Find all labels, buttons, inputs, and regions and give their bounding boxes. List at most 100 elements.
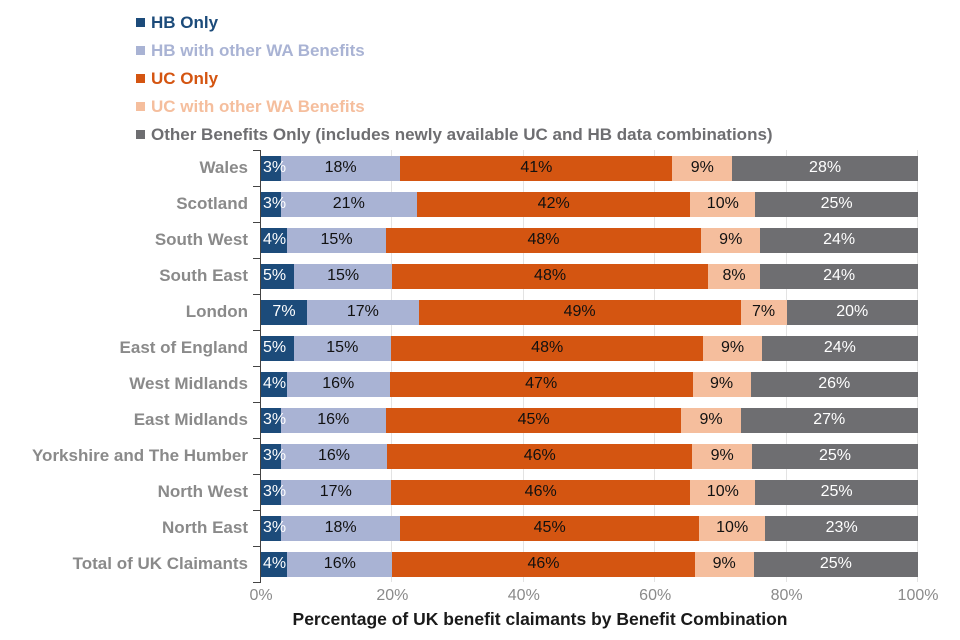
segment-value-label: 3% xyxy=(263,411,287,428)
segment-value-label: 8% xyxy=(722,267,746,284)
category-label: South West xyxy=(154,230,248,249)
bar-segment: 5% xyxy=(261,335,294,361)
axis-tick-mark xyxy=(253,294,261,295)
bar-segment: 25% xyxy=(755,191,918,217)
bar-segment: 47% xyxy=(389,371,693,397)
bar-segment: 3% xyxy=(261,191,286,217)
bar-segment: 48% xyxy=(391,335,704,361)
bar-segment: 24% xyxy=(760,227,918,253)
axis-tick-mark xyxy=(253,474,261,475)
bar-row: 7% 17% 49% 7% 20% xyxy=(261,299,918,325)
bar-segment: 15% xyxy=(293,335,392,361)
bar-segment: 25% xyxy=(753,551,918,577)
legend-item: UC with other WA Benefits xyxy=(136,92,773,120)
segment-value-label: 15% xyxy=(326,339,359,356)
bar-segment: 15% xyxy=(287,227,386,253)
legend: HB Only HB with other WA Benefits UC Only U… xyxy=(136,8,773,148)
bar-segment: 5% xyxy=(261,263,294,289)
segment-value-label: 23% xyxy=(825,519,858,536)
segment-value-label: 16% xyxy=(317,447,350,464)
x-tick-label: 80% xyxy=(770,587,803,604)
bar-segment: 48% xyxy=(385,227,702,253)
segment-value-label: 4% xyxy=(263,555,287,572)
category-label: North East xyxy=(162,518,248,537)
bar-row: 5% 15% 48% 9% 24% xyxy=(261,335,918,361)
segment-value-label: 9% xyxy=(719,231,743,248)
segment-value-label: 27% xyxy=(813,411,846,428)
x-axis-ticks: 0% 20% 40% 60% 80% 100% xyxy=(0,588,960,606)
category-label: North West xyxy=(157,482,248,501)
bar-segment: 18% xyxy=(280,155,401,181)
axis-tick-mark xyxy=(253,150,261,151)
bar-segment: 46% xyxy=(391,479,691,505)
bar-segment: 9% xyxy=(694,551,754,577)
x-tick-label: 100% xyxy=(897,587,939,604)
bar-segment: 18% xyxy=(280,515,401,541)
segment-value-label: 25% xyxy=(819,447,852,464)
segment-value-label: 5% xyxy=(263,339,287,356)
bar-segment: 3% xyxy=(261,515,286,541)
bar-segment: 16% xyxy=(286,371,390,397)
bar-segment: 49% xyxy=(418,299,741,325)
axis-tick-mark xyxy=(253,582,261,583)
bar-segment: 9% xyxy=(672,155,733,181)
segment-value-label: 28% xyxy=(809,159,842,176)
bar-segment: 4% xyxy=(261,551,288,577)
category-label: Total of UK Claimants xyxy=(72,554,248,573)
gridline xyxy=(654,150,656,582)
segment-value-label: 45% xyxy=(517,411,550,428)
axis-tick-mark xyxy=(253,366,261,367)
segment-value-label: 42% xyxy=(537,195,570,212)
legend-label: UC Only xyxy=(151,68,219,88)
x-tick-label: 60% xyxy=(639,587,672,604)
segment-value-label: 10% xyxy=(706,195,739,212)
segment-value-label: 46% xyxy=(524,483,557,500)
bar-segment: 9% xyxy=(681,407,741,433)
segment-value-label: 4% xyxy=(263,375,287,392)
bar-segment: 45% xyxy=(400,515,699,541)
legend-swatch-icon xyxy=(136,73,145,83)
segment-value-label: 3% xyxy=(263,447,287,464)
legend-label: HB with other WA Benefits xyxy=(151,40,365,60)
bar-segment: 46% xyxy=(392,551,695,577)
bar-row: 3% 16% 45% 9% 27% xyxy=(261,407,918,433)
x-axis-title: Percentage of UK benefit claimants by Be… xyxy=(292,609,788,629)
gridline xyxy=(522,150,524,582)
bar-segment: 16% xyxy=(280,407,386,433)
bar-segment: 4% xyxy=(261,227,288,253)
gridline xyxy=(917,150,918,582)
segment-value-label: 47% xyxy=(525,375,558,392)
legend-swatch-icon xyxy=(136,45,145,55)
segment-value-label: 9% xyxy=(709,375,734,392)
bar-segment: 3% xyxy=(261,155,286,181)
bar-segment: 25% xyxy=(752,443,918,469)
legend-label: Other Benefits Only (includes newly avai… xyxy=(151,124,773,144)
bar-segment: 26% xyxy=(750,371,918,397)
bar-row: 3% 18% 41% 9% 28% xyxy=(261,155,918,181)
category-label: Yorkshire and The Humber xyxy=(31,446,248,465)
axis-tick-mark xyxy=(253,438,261,439)
segment-value-label: 49% xyxy=(563,303,596,320)
segment-value-label: 24% xyxy=(823,231,856,248)
category-label: Scotland xyxy=(176,194,248,213)
gridline xyxy=(391,150,393,582)
bar-segment: 10% xyxy=(690,191,756,217)
segment-value-label: 3% xyxy=(263,483,287,500)
legend-swatch-icon xyxy=(136,17,145,27)
legend-item: HB Only xyxy=(136,8,773,36)
bar-segment: 21% xyxy=(280,191,418,217)
gridline xyxy=(785,150,787,582)
bar-segment: 17% xyxy=(306,299,419,325)
segment-value-label: 17% xyxy=(319,483,352,500)
bar-segment: 10% xyxy=(690,479,756,505)
bar-segment: 42% xyxy=(417,191,691,217)
legend-item: Other Benefits Only (includes newly avai… xyxy=(136,120,773,148)
legend-swatch-icon xyxy=(136,101,145,111)
axis-tick-mark xyxy=(253,330,261,331)
segment-value-label: 17% xyxy=(346,303,379,320)
segment-value-label: 24% xyxy=(823,339,856,356)
bar-row: 3% 21% 42% 10% 25% xyxy=(261,191,918,217)
axis-tick-mark xyxy=(253,222,261,223)
bar-segment: 9% xyxy=(692,443,753,469)
